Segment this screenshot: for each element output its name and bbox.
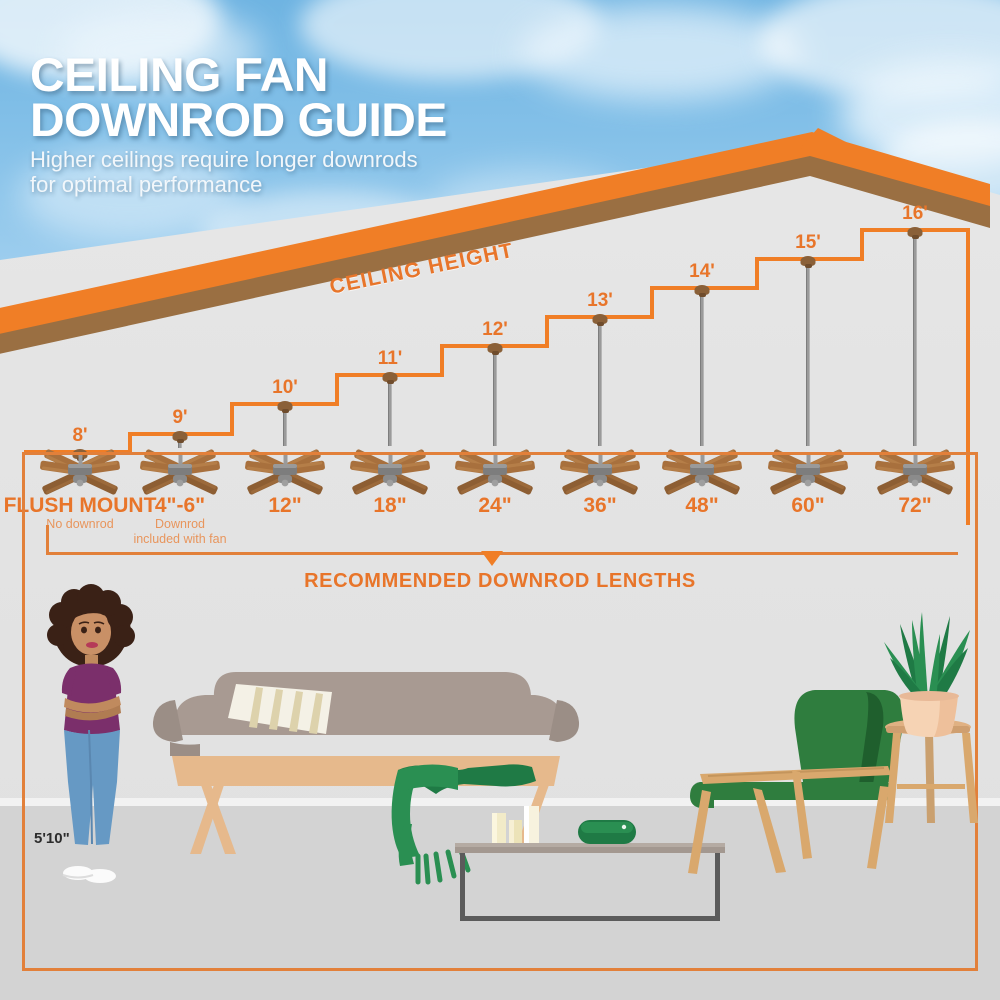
green-armchair xyxy=(688,690,904,874)
ceiling-height-label-12ft: 12' xyxy=(482,319,508,340)
ceiling-fan-8 xyxy=(875,449,955,495)
ceiling-height-label-9ft: 9' xyxy=(172,407,188,428)
ceiling-fan-4 xyxy=(455,449,535,495)
ceiling-height-label-15ft: 15' xyxy=(795,232,821,253)
ceiling-canopy-7 xyxy=(800,256,816,266)
ceiling-height-label-14ft: 14' xyxy=(689,261,715,282)
downrod-length-value: 18" xyxy=(373,494,407,517)
downrod-8 xyxy=(913,234,917,446)
ceiling-canopy-4 xyxy=(487,343,503,353)
downrod-6 xyxy=(700,292,704,446)
ceiling-fan-2 xyxy=(245,449,325,495)
person-height-label: 5'10" xyxy=(34,830,70,847)
downrod-note-1: No downrod xyxy=(46,517,114,532)
ceiling-canopy-3 xyxy=(382,372,398,382)
striped-pillow xyxy=(228,684,332,734)
downrod-length-label-7: 60" xyxy=(791,494,825,517)
potted-plant xyxy=(884,612,970,737)
downrod-note-1: Downrod xyxy=(154,517,206,532)
downrod-length-value: 72" xyxy=(898,494,932,517)
downrod-length-value: 12" xyxy=(268,494,302,517)
ceiling-stair-line xyxy=(24,228,970,525)
downrod-length-value: 24" xyxy=(478,494,512,517)
downrod-length-label-6: 48" xyxy=(685,494,719,517)
ceiling-canopy-6 xyxy=(694,285,710,295)
ceiling-fan-0 xyxy=(40,449,120,495)
downrod-length-label-0: FLUSH MOUNT No downrod xyxy=(3,494,157,532)
ceiling-canopy-8 xyxy=(907,227,923,237)
ceiling-fan-6 xyxy=(662,449,742,495)
ceiling-canopy-5 xyxy=(592,314,608,324)
downrod-note-2: included with fan xyxy=(133,532,227,547)
green-throw-blanket xyxy=(391,764,536,885)
downrod-length-label-1: 4"-6" Downrod included with fan xyxy=(133,494,227,547)
orange-frame-border xyxy=(22,452,978,971)
downrod-length-value: 4"-6" xyxy=(154,494,206,517)
ceiling-height-label-16ft: 16' xyxy=(902,203,928,224)
downrod-2 xyxy=(283,408,287,446)
subtitle-line-1: Higher ceilings require longer downrods xyxy=(30,147,418,173)
ceiling-height-label-10ft: 10' xyxy=(272,377,298,398)
recommended-downrod-caption: RECOMMENDED DOWNROD LENGTHS xyxy=(304,570,696,592)
downrod-4 xyxy=(493,350,497,446)
ceiling-height-label-11ft: 11' xyxy=(377,348,403,369)
downrod-length-value: FLUSH MOUNT xyxy=(3,494,157,517)
subtitle-line-2: for optimal performance xyxy=(30,171,263,197)
downrod-length-label-5: 36" xyxy=(583,494,617,517)
green-dish xyxy=(578,820,636,844)
downrod-3 xyxy=(388,379,392,446)
coffee-table xyxy=(455,843,725,921)
title-block: CEILING FAN DOWNROD GUIDE Higher ceiling… xyxy=(30,51,550,197)
downrod-length-label-2: 12" xyxy=(268,494,302,517)
sofa xyxy=(152,672,580,885)
downrod-length-value: 36" xyxy=(583,494,617,517)
ceiling-height-label-8ft: 8' xyxy=(72,425,88,446)
downrod-1 xyxy=(178,438,182,448)
title-line-1: CEILING FAN xyxy=(30,48,329,101)
downrod-length-value: 60" xyxy=(791,494,825,517)
bracket-arrow-icon xyxy=(481,551,503,566)
baseboard xyxy=(0,798,1000,807)
downrod-5 xyxy=(598,321,602,446)
downrod-length-label-3: 18" xyxy=(373,494,407,517)
downrod-length-label-4: 24" xyxy=(478,494,512,517)
ceiling-canopy-1 xyxy=(172,431,188,441)
title-line-2: DOWNROD GUIDE xyxy=(30,93,447,147)
downrod-7 xyxy=(806,263,810,446)
person-figure xyxy=(47,584,135,883)
ceiling-canopy-2 xyxy=(277,401,293,411)
ceiling-height-label-13ft: 13' xyxy=(587,290,613,311)
candle-group xyxy=(492,806,539,843)
downrod-length-value: 48" xyxy=(685,494,719,517)
ceiling-fan-3 xyxy=(350,449,430,495)
downrod-length-label-8: 72" xyxy=(898,494,932,517)
